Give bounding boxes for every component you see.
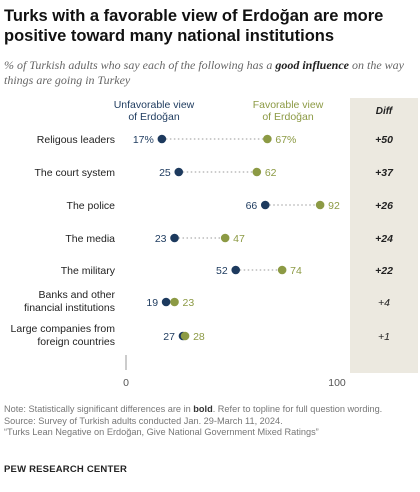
subtitle-emphasis: good influence [275,58,350,72]
diff-header: Diff [376,106,394,117]
diff-value: +4 [378,297,390,309]
source-line: Source: Survey of Turkish adults conduct… [4,415,283,426]
favorable-value-label: 74 [290,265,302,277]
favorable-dot [277,265,287,275]
x-tick-label: 0 [123,377,129,389]
unfavorable-dot [260,200,270,210]
note-text-end: . Refer to topline for full question wor… [212,404,383,414]
diff-value: +26 [375,200,393,212]
category-label: financial institutions [24,302,115,314]
unfavorable-value-label: 66 [246,200,258,212]
favorable-value-label: 47 [233,233,245,245]
diff-value: +50 [375,134,393,146]
chart-notes: Note: Statistically significant differen… [4,404,416,439]
favorable-dot [263,134,272,144]
report-title: “Turks Lean Negative on Erdoğan, Give Na… [4,427,319,437]
unfavorable-dot [157,134,167,144]
unfavorable-dot [174,167,184,177]
legend-unfavorable: Unfavorable view [114,99,195,111]
favorable-dot [170,297,179,307]
legend-favorable: Favorable view [253,99,324,111]
category-label: The court system [34,167,115,179]
category-label: The media [65,233,115,245]
diff-panel [350,98,418,373]
unfavorable-value-label: 17% [133,134,154,146]
category-label: Large companies from [11,323,116,335]
x-tick-label: 100 [328,377,346,389]
note-emphasis: bold [193,404,213,414]
legend-unfavorable: of Erdoğan [128,111,180,123]
note-text-start: Note: Statistically significant differen… [4,404,194,414]
unfavorable-value-label: 19 [146,297,158,309]
legend-favorable: of Erdoğan [262,111,314,123]
category-label: foreign countries [37,336,115,348]
chart-subtitle: % of Turkish adults who say each of the … [4,58,416,88]
diff-value: +22 [375,265,393,277]
favorable-dot [252,167,262,177]
diff-value: +24 [375,233,393,245]
subtitle-text-end: on the way things are going in Turkey [4,58,405,87]
favorable-value-label: 23 [183,297,195,309]
favorable-value-label: 67% [275,134,296,146]
category-label: Banks and other [39,289,116,301]
unfavorable-value-label: 27 [163,331,175,343]
org-name: PEW RESEARCH CENTER [4,464,128,475]
diff-value: +37 [375,167,394,179]
unfavorable-dot [161,297,171,307]
favorable-dot [315,200,325,210]
favorable-value-label: 92 [328,200,340,212]
unfavorable-dot [231,265,241,275]
unfavorable-dot [170,233,179,243]
subtitle-text-start: % of Turkish adults who say each of the … [4,58,276,72]
favorable-value-label: 62 [265,167,277,179]
unfavorable-value-label: 25 [159,167,171,179]
chart-title: Turks with a favorable view of Erdoğan a… [4,7,384,45]
note-line: Note: Statistically significant differen… [4,404,416,416]
favorable-dot [180,331,190,341]
category-label: The police [67,200,116,212]
unfavorable-value-label: 52 [216,265,228,277]
favorable-dot [220,233,230,243]
unfavorable-value-label: 23 [155,233,167,245]
category-label: Religous leaders [37,134,115,146]
favorable-value-label: 28 [193,331,205,343]
category-label: The military [61,265,116,277]
diff-value: +1 [378,331,390,343]
